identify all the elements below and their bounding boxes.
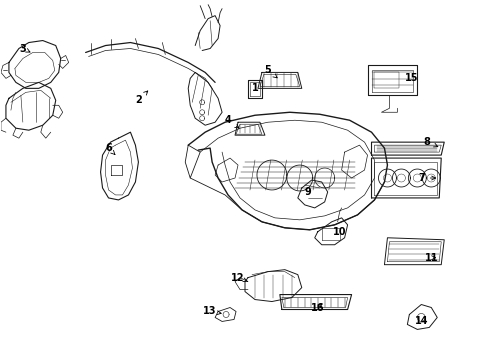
Text: 4: 4 (225, 115, 239, 128)
Text: 11: 11 (424, 253, 438, 263)
Text: 8: 8 (424, 137, 438, 147)
Text: 12: 12 (231, 273, 247, 283)
Text: 9: 9 (304, 187, 311, 197)
Text: 14: 14 (415, 316, 428, 327)
Text: 1: 1 (251, 84, 258, 93)
Text: 15: 15 (405, 73, 418, 84)
Text: 2: 2 (135, 91, 148, 105)
Text: 7: 7 (418, 173, 436, 183)
Text: 3: 3 (20, 44, 30, 54)
Text: 6: 6 (105, 143, 115, 154)
Text: 13: 13 (203, 306, 221, 316)
Text: 5: 5 (265, 66, 277, 78)
Text: 10: 10 (333, 227, 346, 237)
Text: 16: 16 (311, 302, 324, 312)
